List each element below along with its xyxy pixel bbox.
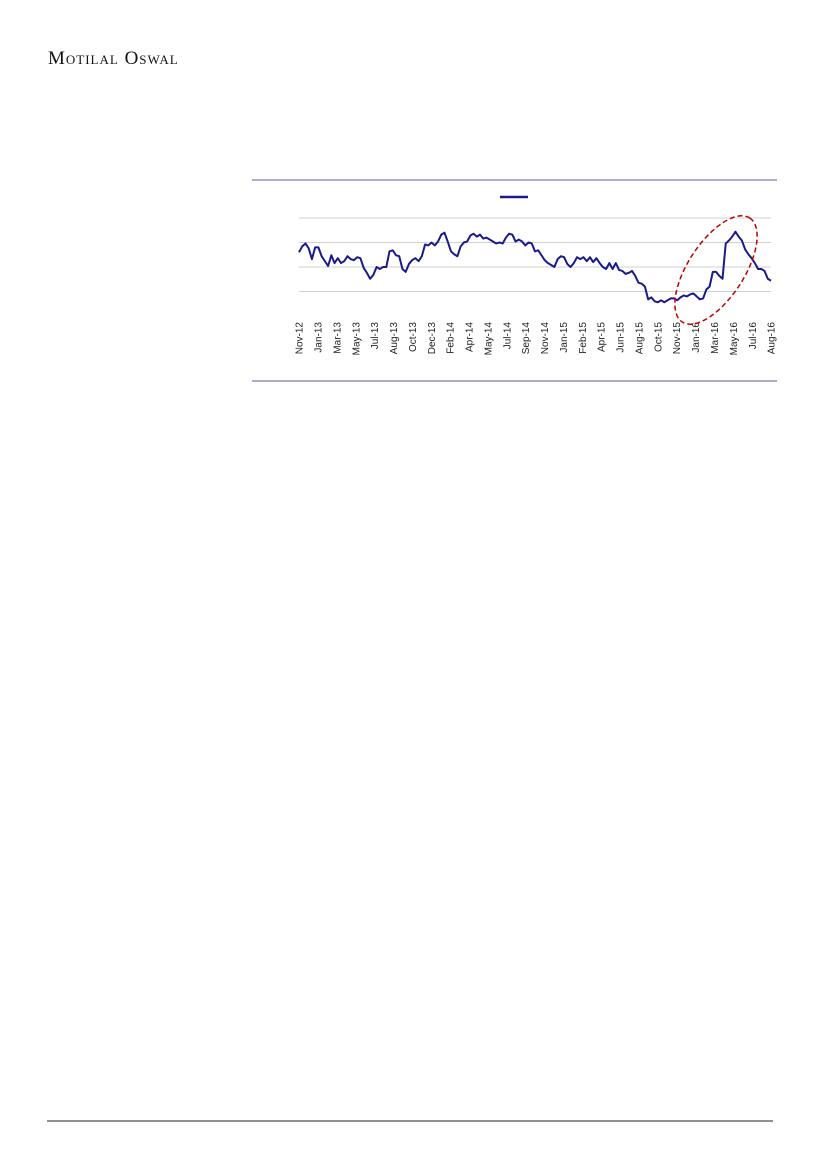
highlight-ellipse (674, 215, 758, 325)
x-tick-label: Feb-14 (446, 322, 457, 354)
x-tick-label: Jan-15 (559, 322, 570, 353)
x-tick-label: May-14 (483, 322, 494, 356)
x-tick-label: Oct-15 (653, 322, 664, 352)
x-tick-label: Aug-13 (389, 322, 400, 355)
x-tick-label: Jul-14 (502, 322, 513, 350)
data-line (298, 230, 772, 304)
brand-logo: Motilal Oswal (48, 48, 179, 69)
x-tick-label: Jan-13 (314, 322, 325, 353)
x-tick-label: Feb-15 (578, 322, 589, 354)
x-tick-label: May-16 (729, 322, 740, 356)
x-tick-label: Apr-15 (597, 322, 608, 352)
x-tick-label: Nov-15 (672, 322, 683, 355)
x-tick-label: Jan-16 (691, 322, 702, 353)
x-tick-label: Mar-13 (332, 322, 343, 354)
x-tick-label: May-13 (351, 322, 362, 356)
x-tick-label: Sep-14 (521, 322, 532, 355)
x-tick-label: Aug-16 (767, 322, 778, 355)
x-tick-label: Nov-14 (540, 322, 551, 355)
chart: Nov-12 Jan-13 Mar-13 May-13 Jul-13 Aug-13 Oct-… (295, 195, 778, 356)
x-tick-label: Jul-13 (370, 322, 381, 350)
x-tick-label: Apr-14 (465, 322, 476, 352)
x-tick-label: Aug-15 (634, 322, 645, 355)
x-tick-label: Nov-12 (295, 322, 306, 355)
x-tick-label: Jun-15 (616, 322, 627, 353)
x-tick-label: Oct-13 (408, 322, 419, 352)
x-tick-label: Jul-16 (748, 322, 759, 350)
x-tick-label: Mar-16 (710, 322, 721, 354)
x-tick-label: Dec-13 (427, 322, 438, 355)
